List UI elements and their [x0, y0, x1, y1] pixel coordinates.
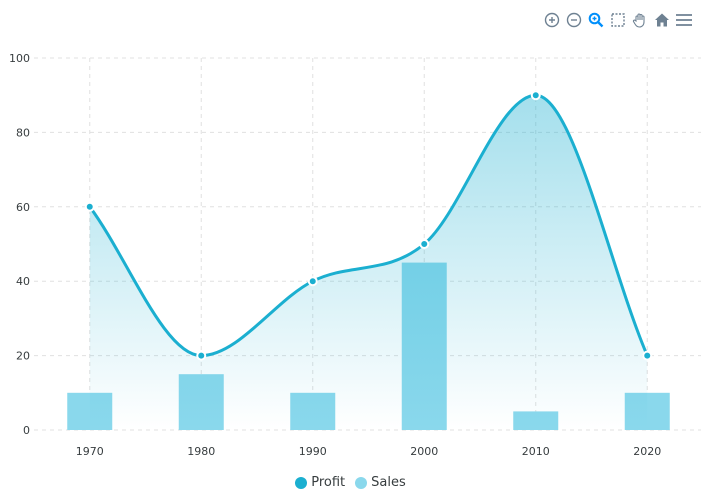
y-tick-label: 80: [16, 126, 30, 139]
y-tick-label: 100: [9, 52, 30, 65]
chart-plot: 0 20 40 60 80 100 1970 1980 1990 2000 2010 2020: [9, 52, 701, 458]
pan-icon[interactable]: [631, 11, 649, 29]
x-tick-label: 2020: [633, 445, 661, 458]
chart-toolbar: [543, 11, 693, 29]
menu-icon[interactable]: [675, 11, 693, 29]
point-profit: [84, 201, 95, 212]
point-profit: [419, 239, 430, 249]
point-profit: [307, 276, 318, 287]
x-tick-label: 2010: [522, 445, 550, 458]
selection-zoom-icon[interactable]: [587, 11, 605, 29]
x-tick-label: 2000: [410, 445, 438, 458]
legend-item-sales[interactable]: Sales: [355, 475, 406, 490]
legend-marker-profit: [295, 476, 308, 489]
x-tick-label: 1980: [187, 445, 215, 458]
y-tick-label: 20: [16, 350, 30, 363]
zoom-in-icon[interactable]: [543, 11, 561, 29]
x-tick-label: 1990: [299, 445, 327, 458]
y-tick-label: 0: [23, 424, 30, 437]
legend-label: Profit: [311, 475, 346, 490]
point-profit: [530, 90, 541, 101]
x-tick-label: 1970: [76, 445, 104, 458]
legend-item-profit[interactable]: Profit: [295, 475, 345, 490]
select-icon[interactable]: [609, 11, 627, 29]
point-profit: [196, 350, 207, 361]
legend-marker-sales: [355, 476, 368, 489]
line-profit: [88, 93, 649, 358]
legend-label: Sales: [371, 475, 406, 490]
area-fill-profit: [89, 95, 648, 430]
y-tick-label: 40: [16, 275, 30, 288]
zoom-out-icon[interactable]: [565, 11, 583, 29]
y-tick-label: 60: [16, 201, 30, 214]
legend: Profit Sales: [0, 475, 701, 490]
point-profit: [642, 350, 653, 361]
home-icon[interactable]: [653, 11, 671, 29]
